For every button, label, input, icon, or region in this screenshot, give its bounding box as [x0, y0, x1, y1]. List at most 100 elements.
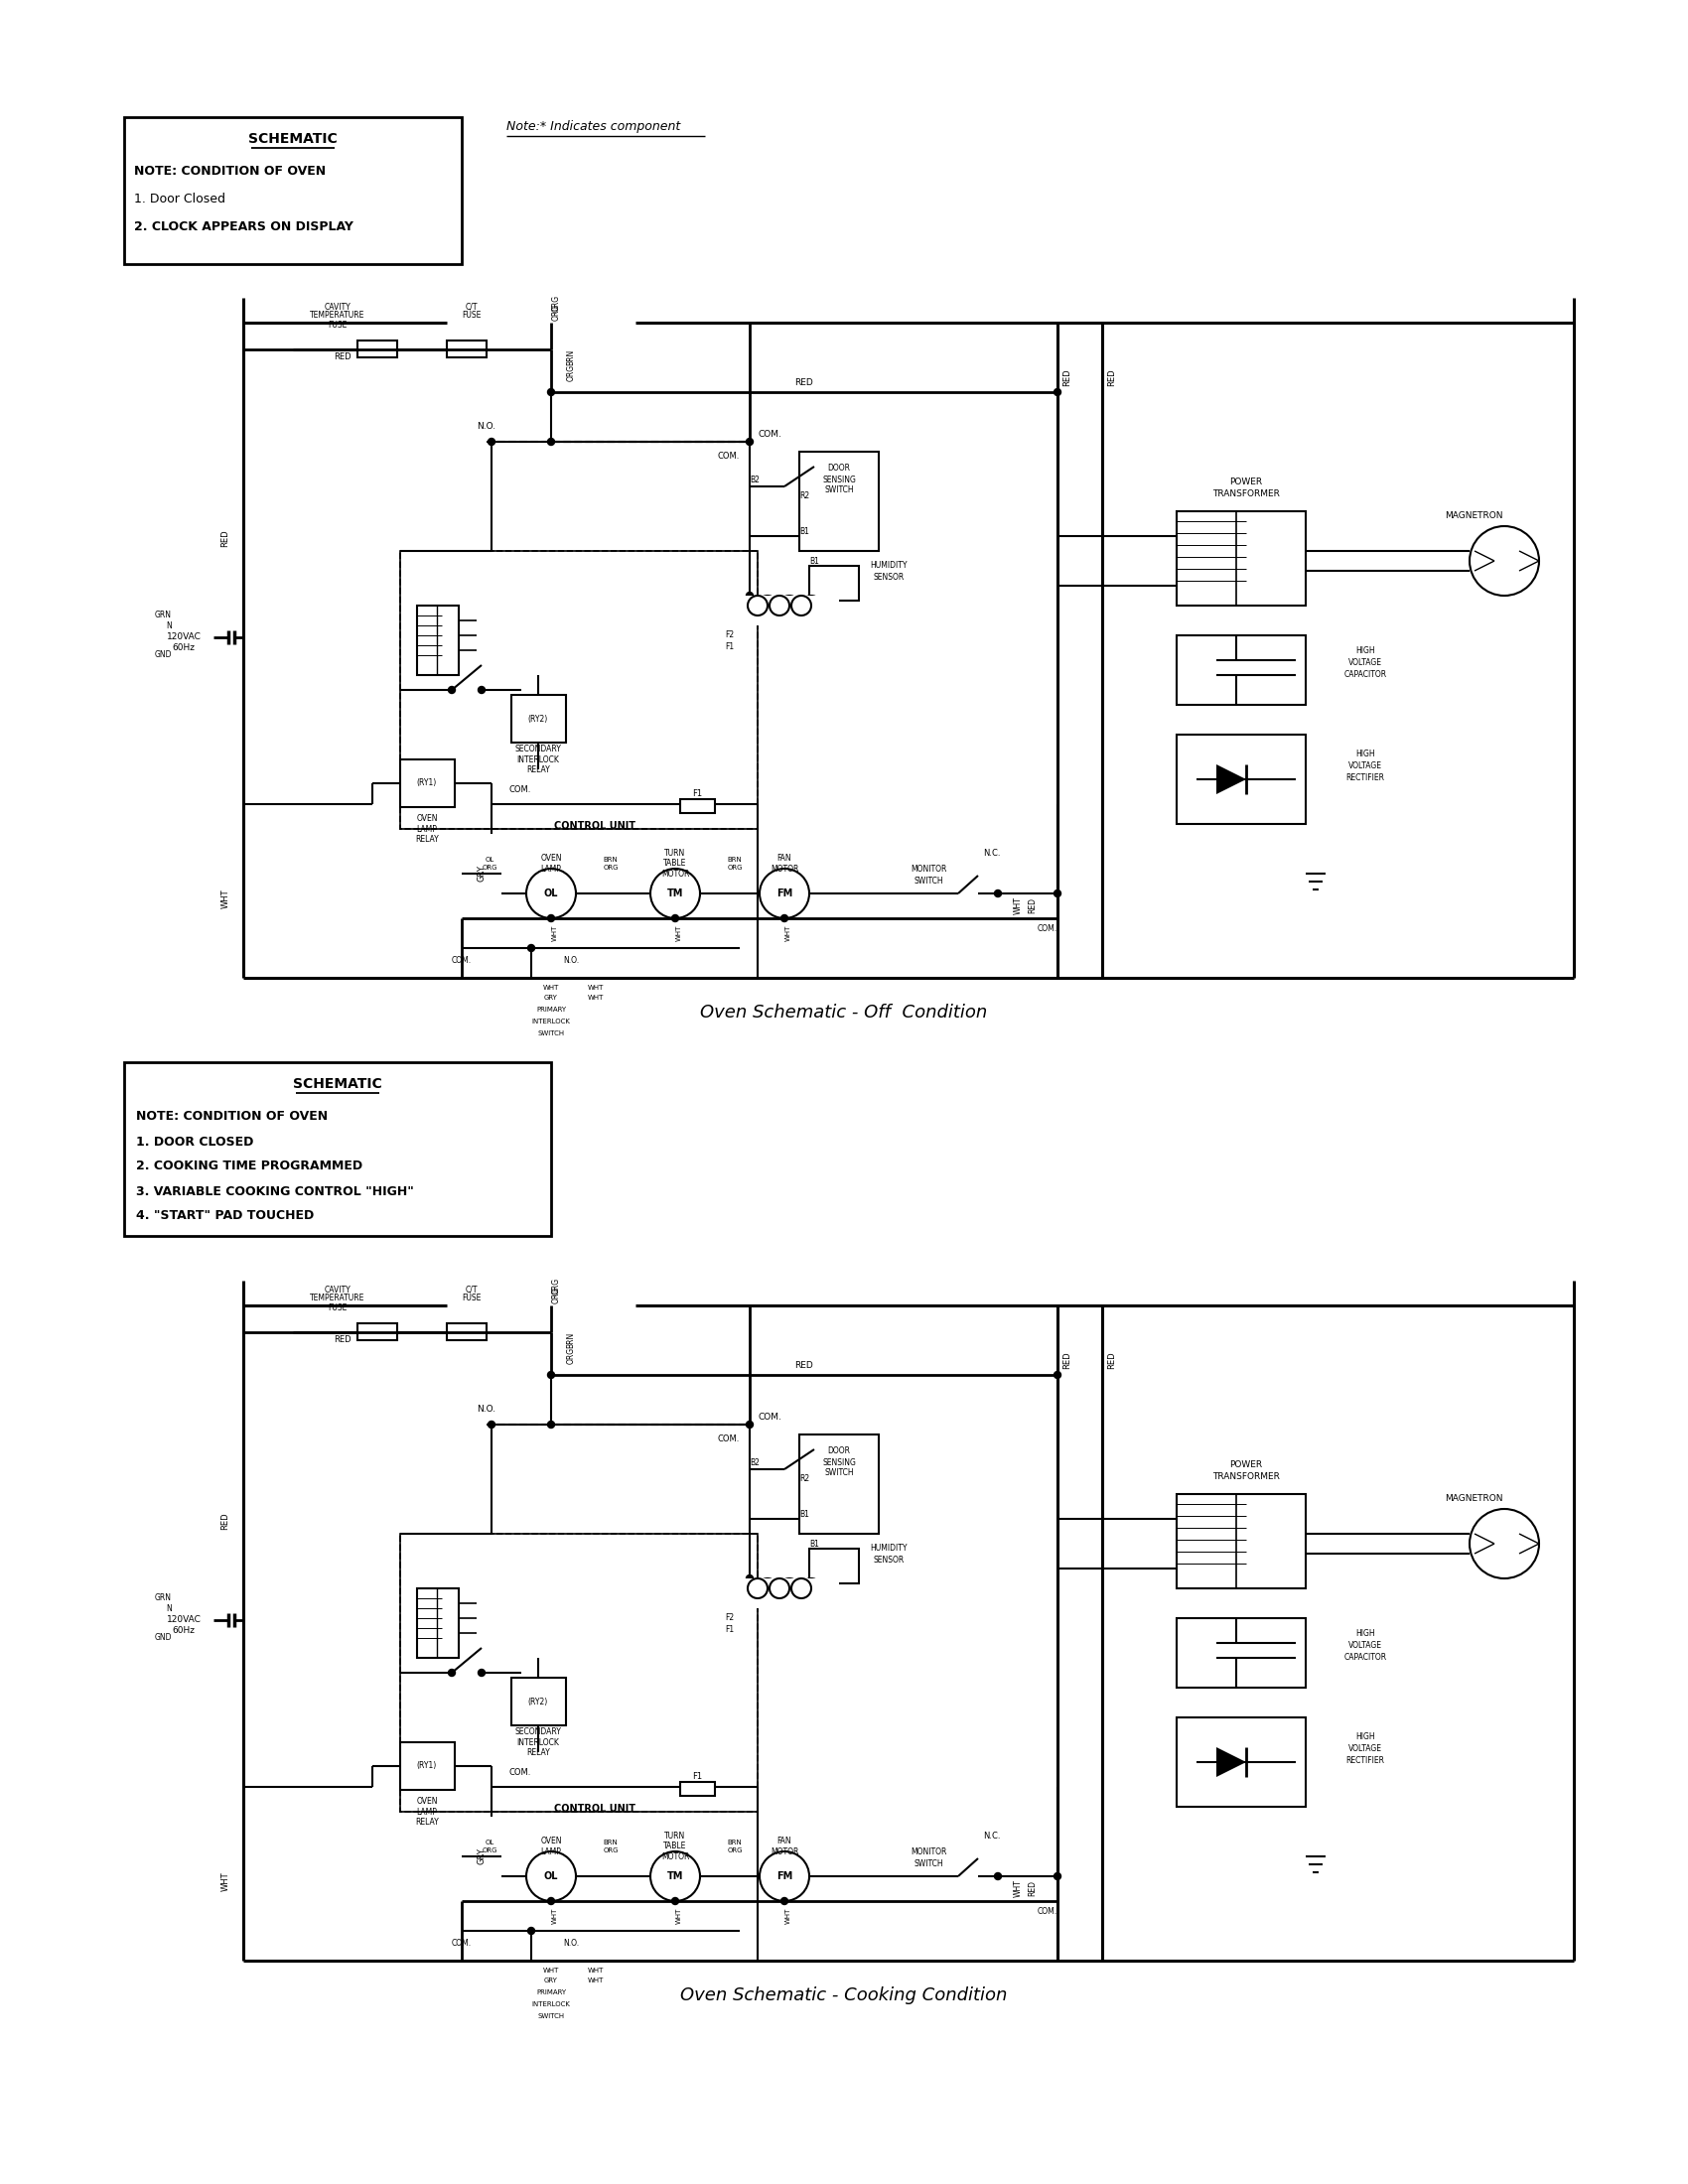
Text: B2: B2 [749, 476, 760, 485]
Text: COM.: COM. [717, 452, 739, 461]
Text: Oven Schematic - Cooking Condition: Oven Schematic - Cooking Condition [680, 1987, 1008, 2005]
Text: WHT: WHT [587, 994, 604, 1000]
Text: COM.: COM. [758, 430, 782, 439]
Text: MAGNETRON: MAGNETRON [1445, 1494, 1502, 1503]
Text: 3. VARIABLE COOKING CONTROL "HIGH": 3. VARIABLE COOKING CONTROL "HIGH" [137, 1184, 414, 1197]
Bar [800, 1435, 879, 1533]
Bar [800, 452, 879, 550]
Text: BRN
ORG: BRN ORG [603, 856, 618, 869]
Bar [400, 1743, 454, 1791]
Text: B2: B2 [749, 1459, 760, 1468]
Text: FAN
MOTOR: FAN MOTOR [770, 854, 798, 874]
Text: (RY1): (RY1) [417, 780, 437, 788]
Text: N.O.: N.O. [562, 1939, 579, 1948]
Text: CAVITY: CAVITY [324, 1284, 351, 1293]
Circle shape [746, 1422, 753, 1428]
Text: VOLTAGE: VOLTAGE [1349, 1640, 1382, 1649]
Text: POWER: POWER [1229, 1459, 1263, 1468]
Circle shape [782, 1898, 788, 1904]
Polygon shape [1217, 1747, 1246, 1778]
Bar [358, 1324, 397, 1341]
Text: HUMIDITY: HUMIDITY [869, 1544, 906, 1553]
Text: VOLTAGE: VOLTAGE [1349, 1745, 1382, 1754]
Text: WHT: WHT [544, 1968, 559, 1974]
Text: COM.: COM. [452, 957, 471, 965]
Bar [447, 341, 486, 358]
Circle shape [994, 891, 1001, 898]
Text: WHT: WHT [1013, 1878, 1023, 1898]
Text: ORG: ORG [552, 1278, 560, 1295]
Bar [358, 341, 397, 358]
Text: CAVITY: CAVITY [324, 301, 351, 310]
Text: VOLTAGE: VOLTAGE [1349, 762, 1382, 771]
Text: F1: F1 [726, 642, 734, 651]
Circle shape [1053, 1874, 1062, 1880]
Bar [511, 1677, 565, 1725]
Text: F2: F2 [726, 631, 734, 640]
Text: SECONDARY
INTERLOCK
RELAY: SECONDARY INTERLOCK RELAY [515, 1728, 562, 1756]
Circle shape [792, 1579, 812, 1599]
Circle shape [782, 915, 788, 922]
Text: TEMPERATURE: TEMPERATURE [311, 1293, 365, 1304]
Circle shape [1053, 1372, 1062, 1378]
Circle shape [780, 596, 800, 616]
Text: SENSOR: SENSOR [873, 572, 905, 583]
Text: RED: RED [1063, 1352, 1072, 1369]
Text: PRIMARY: PRIMARY [537, 1990, 565, 1996]
Text: BRN
ORG: BRN ORG [728, 856, 743, 869]
Text: SWITCH: SWITCH [913, 1861, 944, 1870]
Text: GND: GND [154, 651, 172, 660]
Circle shape [748, 596, 768, 616]
Bar [125, 1061, 550, 1236]
Text: RECTIFIER: RECTIFIER [1345, 1756, 1384, 1765]
Bar [400, 1533, 758, 1813]
Text: RED: RED [221, 531, 230, 548]
Text: N.O.: N.O. [478, 422, 496, 432]
Text: COM.: COM. [717, 1435, 739, 1444]
Bar [1177, 1717, 1307, 1806]
Circle shape [527, 869, 576, 917]
Text: WHT: WHT [552, 926, 559, 941]
Text: HIGH: HIGH [1355, 1732, 1376, 1743]
Bar [680, 1782, 716, 1795]
Text: MONITOR: MONITOR [910, 865, 947, 874]
Text: OVEN
LAMP
RELAY: OVEN LAMP RELAY [415, 1797, 439, 1826]
Text: ORG: ORG [567, 1348, 576, 1363]
Text: BRN: BRN [567, 349, 576, 365]
Text: B1: B1 [809, 557, 819, 566]
Text: B1: B1 [800, 526, 809, 535]
Circle shape [1470, 526, 1539, 596]
Bar [417, 1588, 459, 1658]
Text: ORG: ORG [567, 365, 576, 380]
Text: RED: RED [221, 1514, 230, 1531]
Text: TURN
TABLE
MOTOR: TURN TABLE MOTOR [662, 1832, 689, 1861]
Circle shape [1470, 1509, 1539, 1579]
Text: WHT: WHT [677, 926, 682, 941]
Bar [1177, 511, 1307, 605]
Text: OVEN
LAMP
RELAY: OVEN LAMP RELAY [415, 815, 439, 843]
Circle shape [547, 915, 555, 922]
Text: N.O.: N.O. [562, 957, 579, 965]
Circle shape [527, 1852, 576, 1900]
Text: MAGNETRON: MAGNETRON [1445, 511, 1502, 520]
Text: WHT: WHT [221, 1872, 230, 1891]
Text: OL: OL [544, 1872, 559, 1880]
Text: GRN
N: GRN N [155, 612, 172, 629]
Bar [680, 799, 716, 812]
Text: (RY2): (RY2) [528, 1699, 549, 1708]
Text: SWITCH: SWITCH [537, 2014, 564, 2020]
Polygon shape [1217, 764, 1246, 795]
Bar [809, 566, 859, 601]
Text: SENSING: SENSING [822, 476, 856, 485]
Bar [400, 760, 454, 808]
Text: FUSE: FUSE [327, 1304, 348, 1313]
Text: WHT: WHT [587, 1968, 604, 1974]
Text: VOLTAGE: VOLTAGE [1349, 657, 1382, 666]
Circle shape [650, 869, 701, 917]
Text: WHT: WHT [587, 1977, 604, 1983]
Text: WHT: WHT [221, 889, 230, 909]
Text: RED: RED [1028, 1880, 1036, 1896]
Text: HIGH: HIGH [1355, 646, 1376, 655]
Circle shape [748, 1579, 768, 1599]
Circle shape [650, 1852, 701, 1900]
